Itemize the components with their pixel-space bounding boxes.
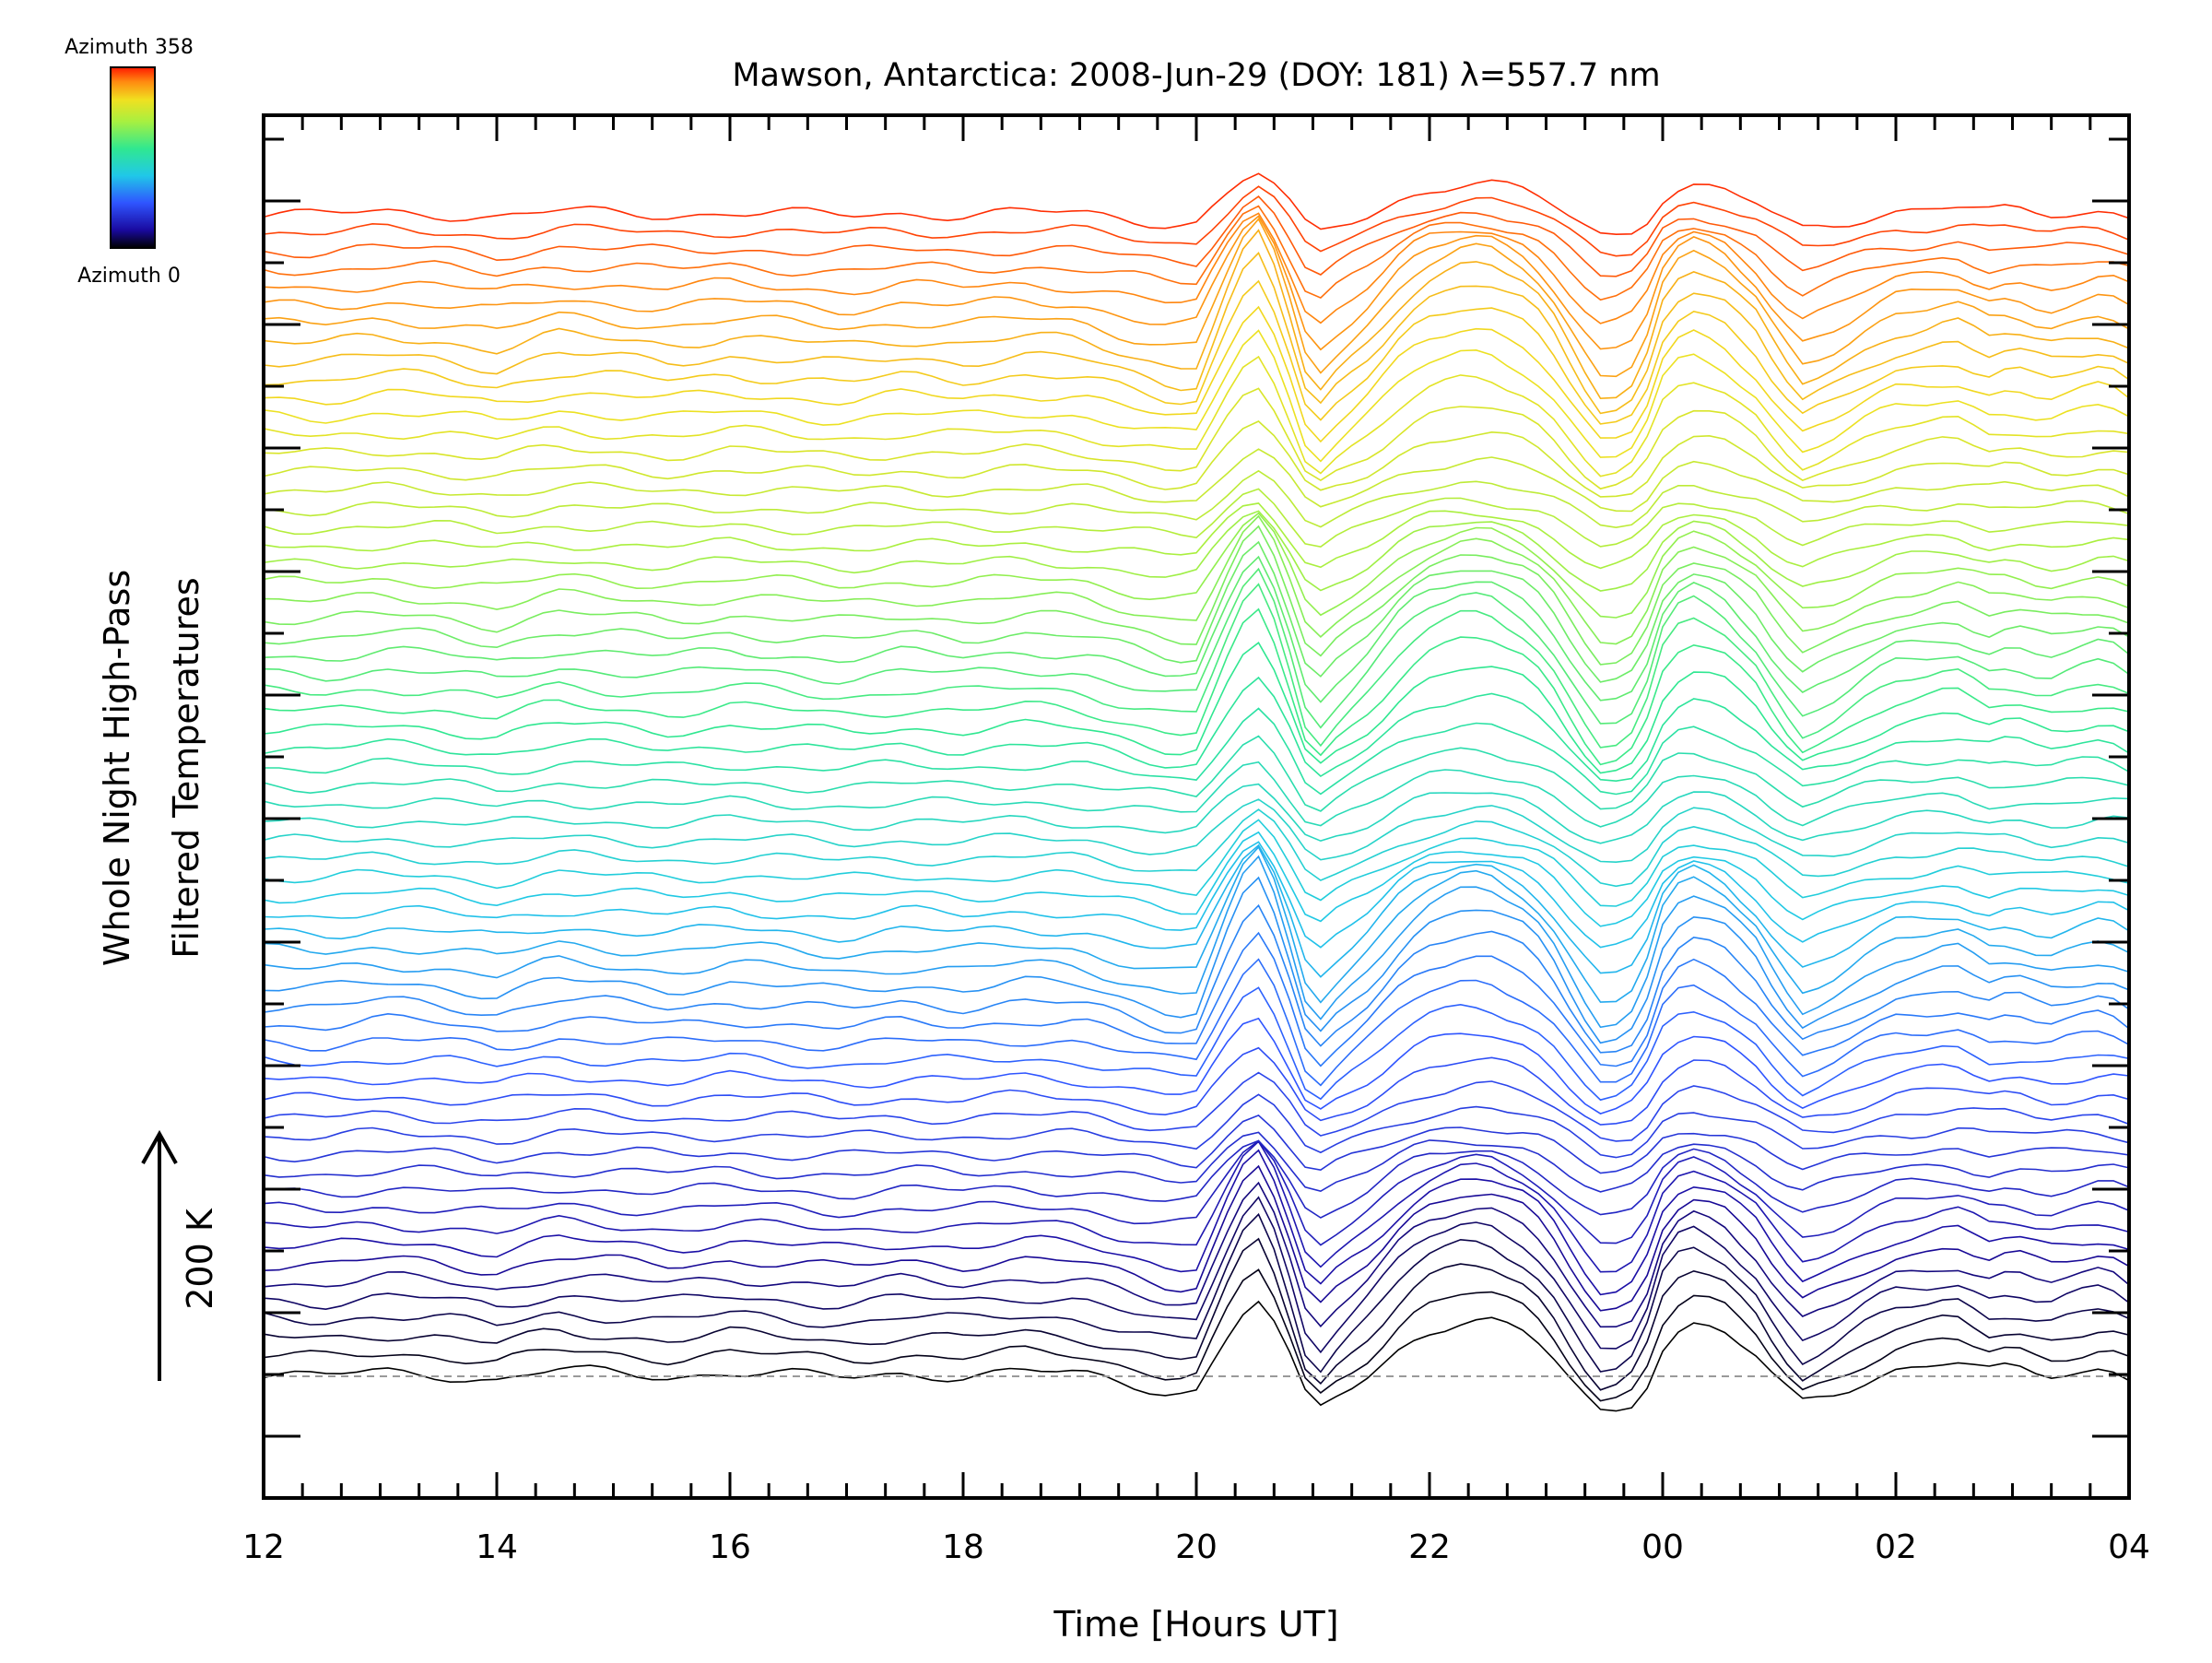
series-line-azimuth bbox=[264, 1139, 2129, 1246]
axis-ticks bbox=[262, 115, 2131, 1500]
series-line-azimuth bbox=[264, 783, 2129, 844]
series-line-azimuth bbox=[264, 735, 2129, 812]
series-line-azimuth bbox=[264, 1149, 2129, 1296]
x-tick-label: 20 bbox=[1175, 1528, 1218, 1566]
series-line-azimuth bbox=[264, 1268, 2129, 1402]
series-line-azimuth bbox=[264, 845, 2129, 1004]
series-line-azimuth bbox=[264, 903, 2129, 1054]
series-line-azimuth bbox=[264, 958, 2129, 1087]
series-line-azimuth bbox=[264, 808, 2129, 888]
series-line-azimuth bbox=[264, 567, 2129, 729]
series-line-azimuth bbox=[264, 469, 2129, 529]
series-line-azimuth bbox=[264, 1114, 2129, 1174]
series-line-azimuth bbox=[264, 1140, 2129, 1273]
chart-title: Mawson, Antarctica: 2008-Jun-29 (DOY: 18… bbox=[732, 57, 1660, 94]
series-line-azimuth bbox=[264, 855, 2129, 1029]
series-line-azimuth bbox=[264, 1300, 2129, 1412]
y-axis-label-line1: Whole Night High-Pass bbox=[97, 570, 137, 966]
series-line-azimuth bbox=[264, 525, 2129, 666]
series-line-azimuth bbox=[264, 512, 2129, 619]
series-line-azimuth bbox=[264, 205, 2129, 301]
series-line-azimuth bbox=[264, 185, 2129, 257]
series-line-azimuth bbox=[264, 218, 2129, 378]
series-line-azimuth bbox=[264, 1237, 2129, 1391]
x-tick-labels: 12 14 16 18 20 22 00 02 04 bbox=[242, 1528, 2150, 1566]
series-line-azimuth bbox=[264, 329, 2129, 463]
x-tick-label: 02 bbox=[1875, 1528, 1917, 1566]
series-line-azimuth bbox=[264, 355, 2129, 478]
series-line-azimuth bbox=[264, 798, 2129, 864]
x-tick-label: 00 bbox=[1641, 1528, 1684, 1566]
series-line-azimuth bbox=[264, 1196, 2129, 1354]
series-line-azimuth bbox=[264, 1131, 2129, 1193]
series-line-azimuth bbox=[264, 215, 2129, 351]
x-axis-label: Time [Hours UT] bbox=[1053, 1604, 1338, 1645]
scale-label: 200 K bbox=[180, 1208, 220, 1310]
scale-arrow bbox=[141, 1129, 178, 1381]
series-line-azimuth bbox=[264, 540, 2129, 683]
series-line-azimuth bbox=[264, 876, 2129, 1044]
series-line-azimuth bbox=[264, 502, 2129, 570]
series-line-azimuth bbox=[264, 986, 2129, 1102]
series-line-azimuth bbox=[264, 420, 2129, 498]
colorbar bbox=[110, 66, 156, 249]
series-line-azimuth bbox=[264, 1212, 2129, 1374]
x-tick-label: 14 bbox=[476, 1528, 518, 1566]
x-tick-label: 22 bbox=[1408, 1528, 1451, 1566]
series-line-azimuth bbox=[264, 172, 2129, 236]
x-tick-label: 18 bbox=[942, 1528, 984, 1566]
colorbar-top-label: Azimuth 358 bbox=[65, 36, 194, 59]
x-tick-label: 04 bbox=[2108, 1528, 2150, 1566]
series-line-azimuth bbox=[264, 387, 2129, 490]
series-line-azimuth bbox=[264, 1017, 2129, 1115]
series-line-azimuth bbox=[264, 195, 2129, 277]
series-line-azimuth bbox=[264, 279, 2129, 425]
series-line-azimuth bbox=[264, 1181, 2129, 1328]
series-line-azimuth bbox=[264, 514, 2129, 645]
series-line-azimuth bbox=[264, 642, 2129, 774]
x-tick-label: 12 bbox=[242, 1528, 285, 1566]
x-tick-label: 16 bbox=[709, 1528, 751, 1566]
series-line-azimuth bbox=[264, 931, 2129, 1067]
series-line-azimuth bbox=[264, 676, 2129, 783]
series-line-azimuth bbox=[264, 555, 2129, 703]
series-line-azimuth bbox=[264, 707, 2129, 796]
series-line-azimuth bbox=[264, 1164, 2129, 1312]
series-line-azimuth bbox=[264, 843, 2129, 978]
series-traces bbox=[264, 172, 2129, 1412]
series-line-azimuth bbox=[264, 1071, 2129, 1142]
series-line-azimuth bbox=[264, 448, 2129, 513]
series-line-azimuth bbox=[264, 841, 2129, 949]
series-line-azimuth bbox=[264, 212, 2129, 324]
series-line-azimuth bbox=[264, 251, 2129, 415]
series-line-azimuth bbox=[264, 761, 2129, 828]
series-line-azimuth bbox=[264, 488, 2129, 548]
series-line-azimuth bbox=[264, 510, 2129, 592]
series-line-azimuth bbox=[264, 1046, 2129, 1126]
series-line-azimuth bbox=[264, 819, 2129, 907]
series-line-azimuth bbox=[264, 831, 2129, 927]
series-line-azimuth bbox=[264, 305, 2129, 443]
series-line-azimuth bbox=[264, 1093, 2129, 1159]
series-line-azimuth bbox=[264, 229, 2129, 400]
y-axis-label-line2: Filtered Temperatures bbox=[166, 577, 206, 958]
series-line-azimuth bbox=[264, 583, 2129, 749]
series-line-azimuth bbox=[264, 1139, 2129, 1219]
series-line-azimuth bbox=[264, 607, 2129, 766]
colorbar-bottom-label: Azimuth 0 bbox=[77, 265, 181, 288]
